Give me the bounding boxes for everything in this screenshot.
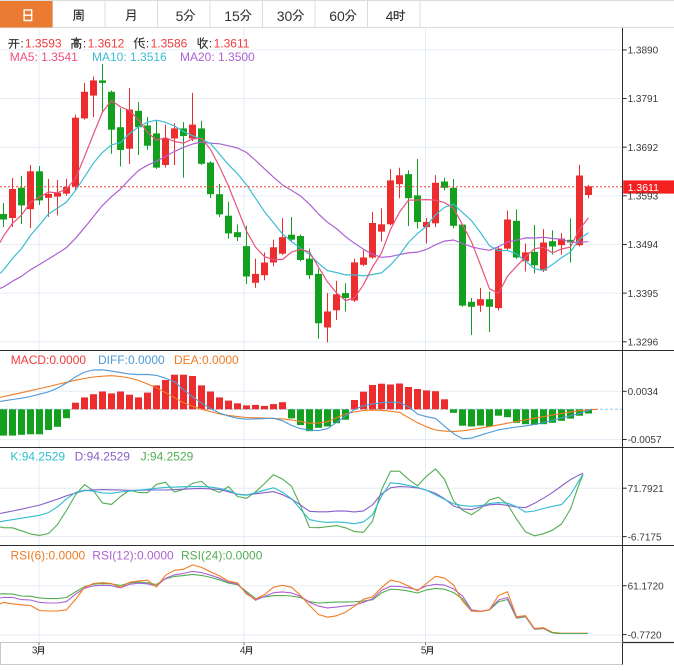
- svg-text:K:94.2529: K:94.2529: [10, 449, 65, 463]
- svg-text:1.3296: 1.3296: [628, 338, 659, 349]
- svg-text:5: 5: [176, 8, 184, 24]
- svg-text:1.3395: 1.3395: [628, 289, 659, 300]
- svg-text::: :: [146, 36, 149, 50]
- svg-text:-0.0057: -0.0057: [628, 435, 662, 446]
- svg-text:-6.7175: -6.7175: [628, 532, 662, 543]
- svg-text:4: 4: [386, 8, 394, 24]
- svg-text:1.3791: 1.3791: [628, 94, 659, 105]
- svg-text:1.3593: 1.3593: [25, 36, 62, 50]
- svg-text:RSI(6):0.0000: RSI(6):0.0000: [11, 548, 86, 562]
- svg-text:RSI(12):0.0000: RSI(12):0.0000: [92, 548, 174, 562]
- svg-text:30: 30: [277, 8, 293, 24]
- svg-text:1.3586: 1.3586: [151, 36, 188, 50]
- svg-text:1.3593: 1.3593: [628, 192, 659, 203]
- svg-text:1.3494: 1.3494: [628, 240, 659, 251]
- svg-text:4: 4: [240, 646, 246, 657]
- svg-text:MACD:0.0000: MACD:0.0000: [11, 353, 87, 367]
- svg-text:MA10: 1.3516: MA10: 1.3516: [92, 50, 167, 64]
- svg-text:0.0034: 0.0034: [628, 387, 659, 398]
- svg-text:-0.7720: -0.7720: [628, 630, 662, 641]
- svg-text:MA5: 1.3541: MA5: 1.3541: [10, 50, 78, 64]
- svg-text:DIFF:0.0000: DIFF:0.0000: [98, 353, 165, 367]
- svg-text:71.7921: 71.7921: [628, 484, 665, 495]
- svg-text:1.3890: 1.3890: [628, 46, 659, 57]
- svg-text:1.3611: 1.3611: [628, 182, 659, 194]
- svg-text:3: 3: [32, 646, 38, 657]
- svg-text:J:94.2529: J:94.2529: [141, 449, 194, 463]
- svg-text:15: 15: [224, 8, 240, 24]
- svg-text:1.3692: 1.3692: [628, 143, 659, 154]
- svg-text:DEA:0.0000: DEA:0.0000: [174, 353, 239, 367]
- svg-text:60: 60: [329, 8, 345, 24]
- svg-text:61.1720: 61.1720: [628, 581, 665, 592]
- svg-text::: :: [83, 36, 86, 50]
- svg-text::: :: [20, 36, 23, 50]
- svg-text::: :: [209, 36, 212, 50]
- svg-text:D:94.2529: D:94.2529: [75, 449, 131, 463]
- svg-text:5: 5: [421, 646, 427, 657]
- svg-text:MA20: 1.3500: MA20: 1.3500: [180, 50, 255, 64]
- svg-text:1.3611: 1.3611: [214, 36, 250, 50]
- svg-text:1.3612: 1.3612: [88, 36, 125, 50]
- svg-text:RSI(24):0.0000: RSI(24):0.0000: [181, 548, 263, 562]
